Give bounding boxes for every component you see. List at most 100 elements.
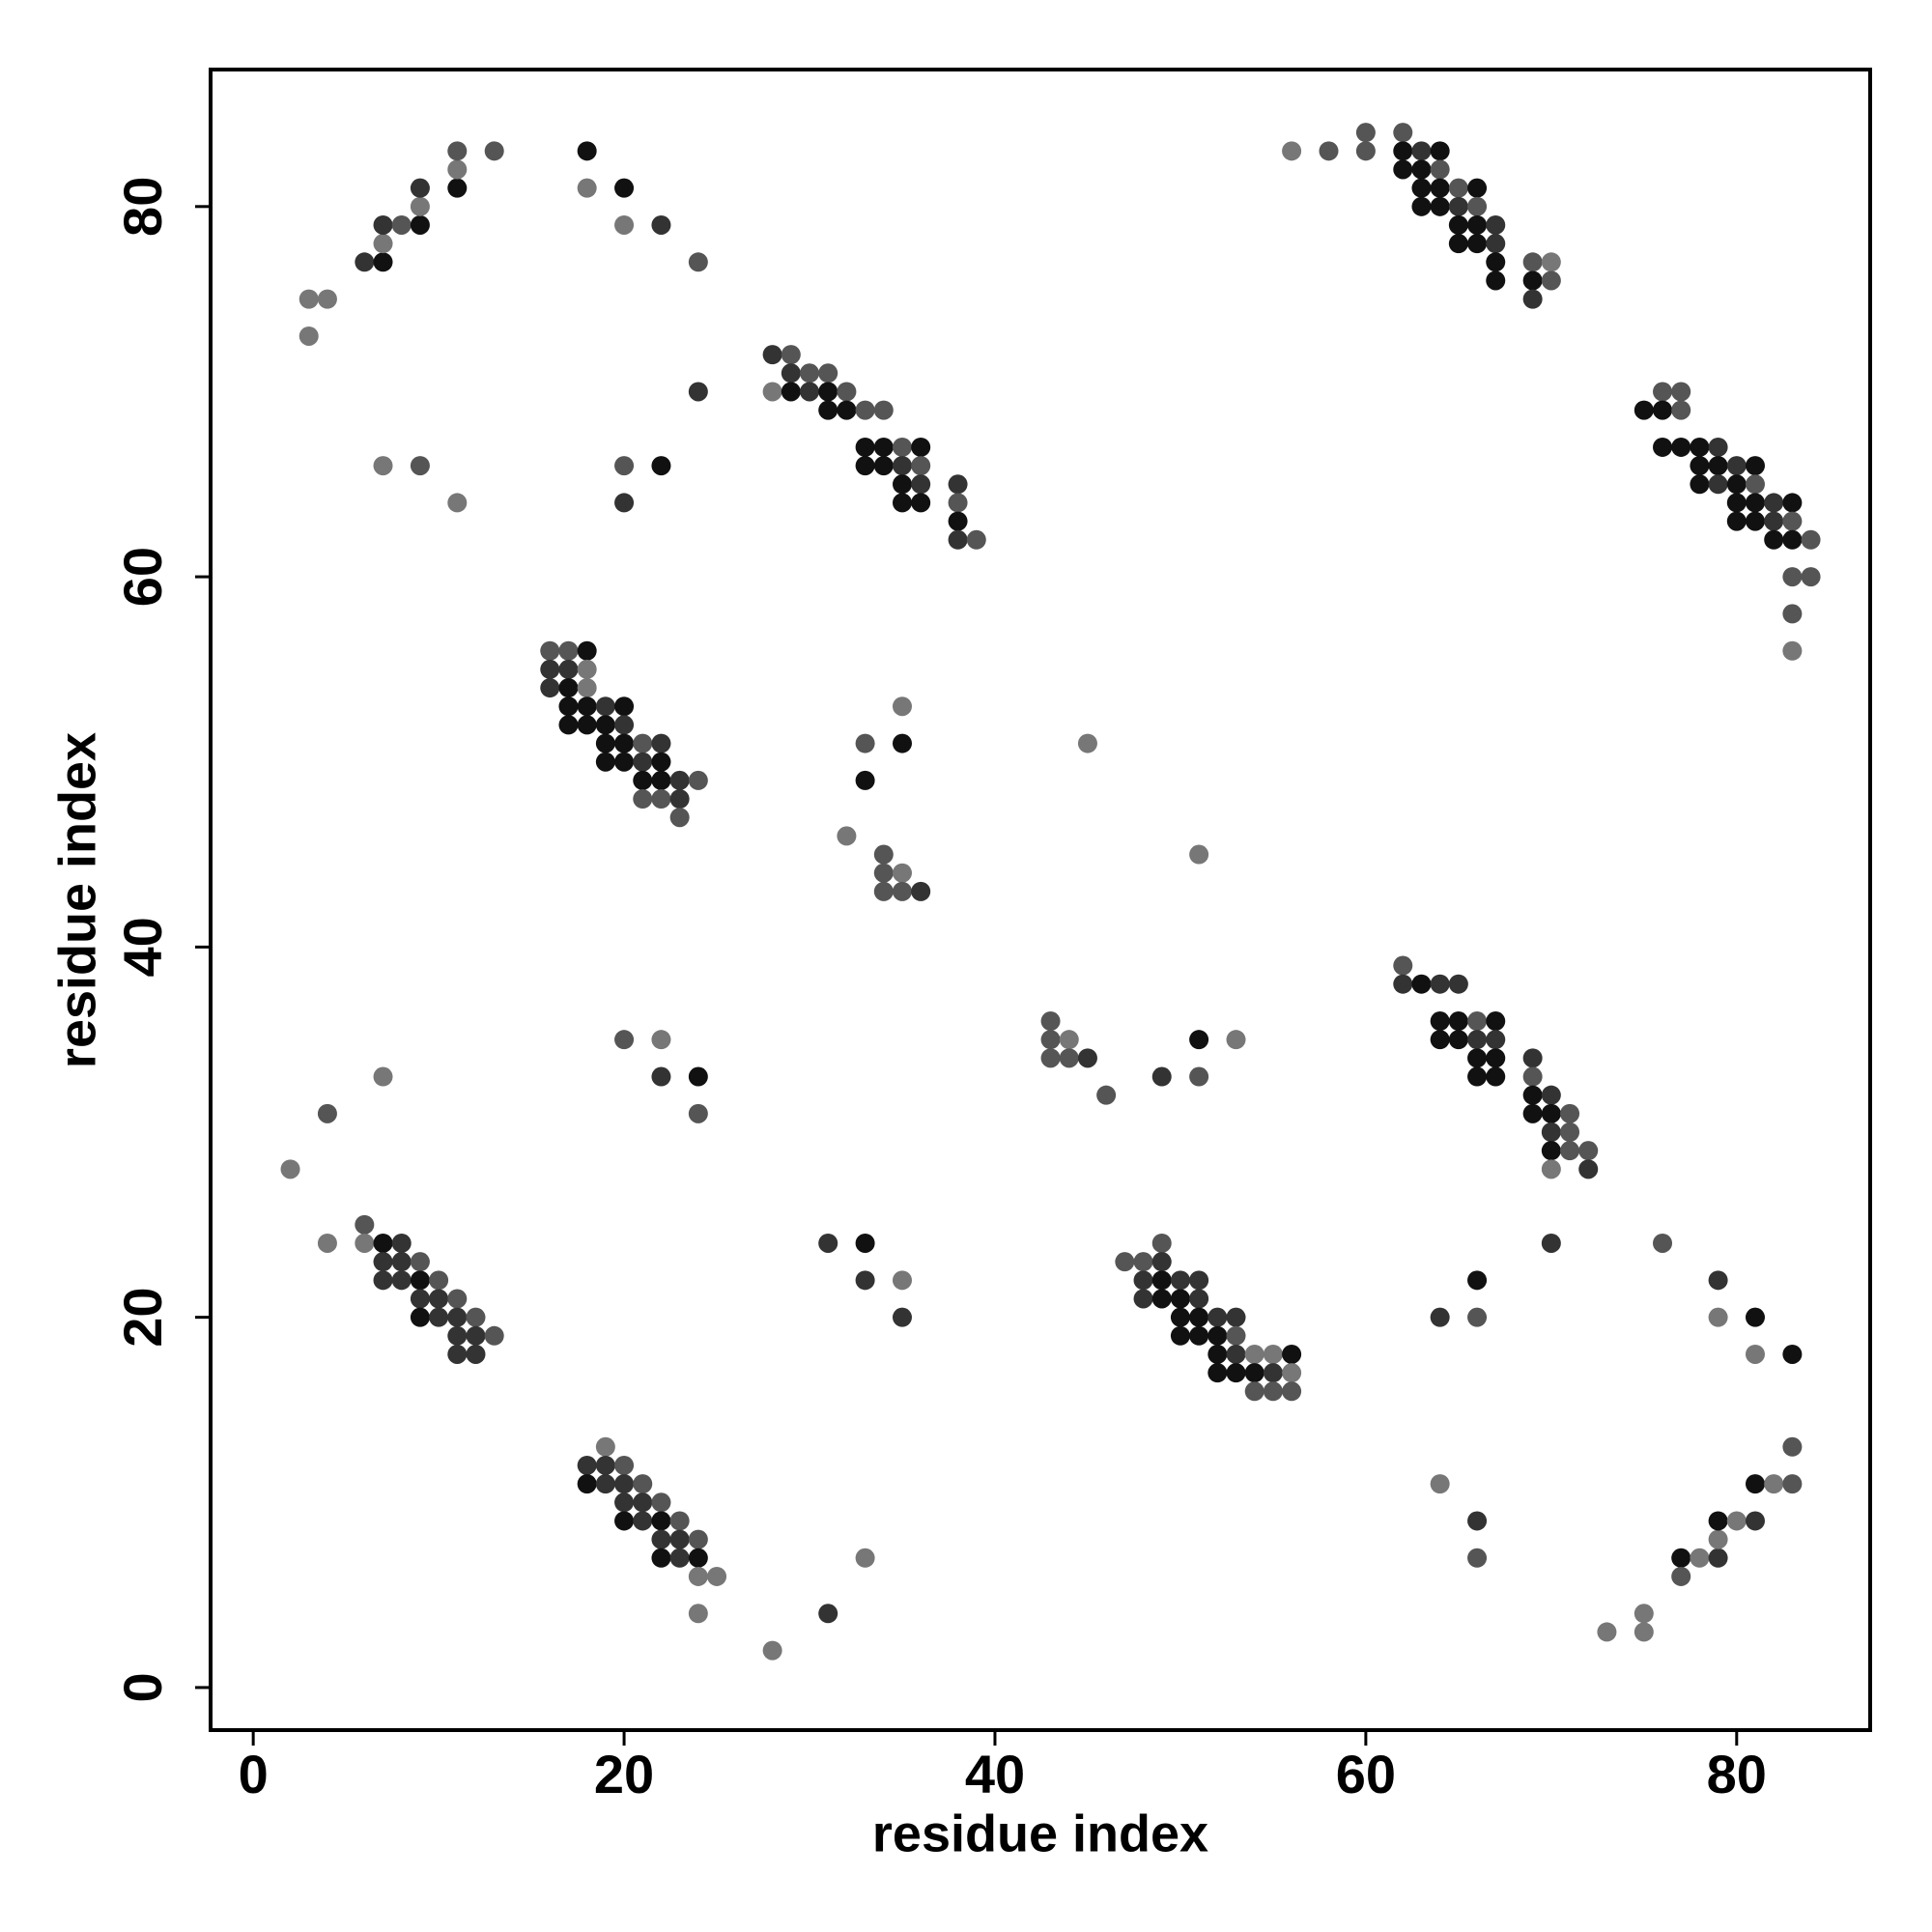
point (1690, 456, 1710, 476)
point (1522, 1048, 1543, 1068)
point (1541, 1085, 1561, 1105)
point (1411, 196, 1432, 216)
point (781, 382, 801, 402)
point (1077, 733, 1097, 753)
point (1522, 270, 1543, 291)
point (1541, 1141, 1561, 1161)
point (1782, 604, 1803, 624)
point (373, 1252, 393, 1272)
point (1634, 400, 1654, 420)
point (614, 1455, 635, 1475)
point (410, 196, 430, 216)
point (484, 1325, 504, 1346)
point (892, 696, 912, 717)
point (651, 1548, 671, 1568)
point (818, 400, 838, 420)
point (298, 289, 319, 309)
point (1745, 474, 1765, 495)
point (1282, 1344, 1302, 1364)
point (1467, 1270, 1488, 1291)
point (1708, 474, 1728, 495)
point (1708, 456, 1728, 476)
point (651, 1529, 671, 1549)
point (1430, 1474, 1450, 1494)
point (1764, 1474, 1784, 1494)
point (688, 252, 708, 272)
point (1782, 567, 1803, 587)
point (595, 733, 615, 753)
point (633, 1474, 653, 1494)
point (614, 1474, 635, 1494)
point (410, 214, 430, 235)
point (892, 1307, 912, 1327)
point (1244, 1381, 1264, 1402)
point (1745, 1344, 1765, 1364)
point (873, 863, 894, 883)
point (855, 1548, 875, 1568)
point (1189, 1030, 1209, 1050)
point (1486, 1048, 1506, 1068)
point (595, 1455, 615, 1475)
point (614, 715, 635, 735)
point (1708, 1270, 1728, 1291)
point (1467, 1307, 1488, 1327)
point (1355, 141, 1376, 161)
point (1541, 1122, 1561, 1143)
point (1448, 178, 1468, 198)
point (447, 1289, 468, 1309)
point (707, 1566, 727, 1586)
point (373, 1233, 393, 1253)
point (1541, 1159, 1561, 1179)
point (614, 733, 635, 753)
point (762, 382, 782, 402)
point (1467, 1011, 1488, 1032)
point (447, 178, 468, 198)
point (1653, 437, 1673, 457)
point (800, 382, 820, 402)
point (1671, 400, 1691, 420)
point (818, 1604, 838, 1624)
point (1578, 1159, 1599, 1179)
point (762, 1640, 782, 1661)
point (1115, 1252, 1135, 1272)
point (818, 382, 838, 402)
point (1801, 529, 1821, 550)
point (1671, 437, 1691, 457)
point (1189, 1066, 1209, 1087)
point (1726, 474, 1747, 495)
point (892, 456, 912, 476)
point (1671, 1548, 1691, 1568)
point (595, 715, 615, 735)
point (1040, 1011, 1061, 1032)
point (1522, 289, 1543, 309)
point (1726, 493, 1747, 513)
point (355, 252, 375, 272)
point (688, 1103, 708, 1123)
point (948, 529, 968, 550)
point (1782, 511, 1803, 531)
point (1151, 1270, 1172, 1291)
point (1189, 1325, 1209, 1346)
point (1170, 1307, 1190, 1327)
point (873, 881, 894, 901)
point (447, 1307, 468, 1327)
point (1467, 196, 1488, 216)
point (818, 1233, 838, 1253)
point (1393, 955, 1413, 976)
y-tick-label: 20 (112, 1287, 173, 1347)
point (1486, 214, 1506, 235)
point (1282, 1381, 1302, 1402)
point (651, 214, 671, 235)
point (633, 752, 653, 772)
point (948, 493, 968, 513)
point (317, 1233, 337, 1253)
point (614, 493, 635, 513)
point (1726, 456, 1747, 476)
point (447, 1325, 468, 1346)
point (911, 456, 931, 476)
point (1393, 974, 1413, 994)
point (1448, 196, 1468, 216)
x-tick-label: 60 (1336, 1744, 1396, 1804)
point (1486, 1030, 1506, 1050)
point (855, 400, 875, 420)
